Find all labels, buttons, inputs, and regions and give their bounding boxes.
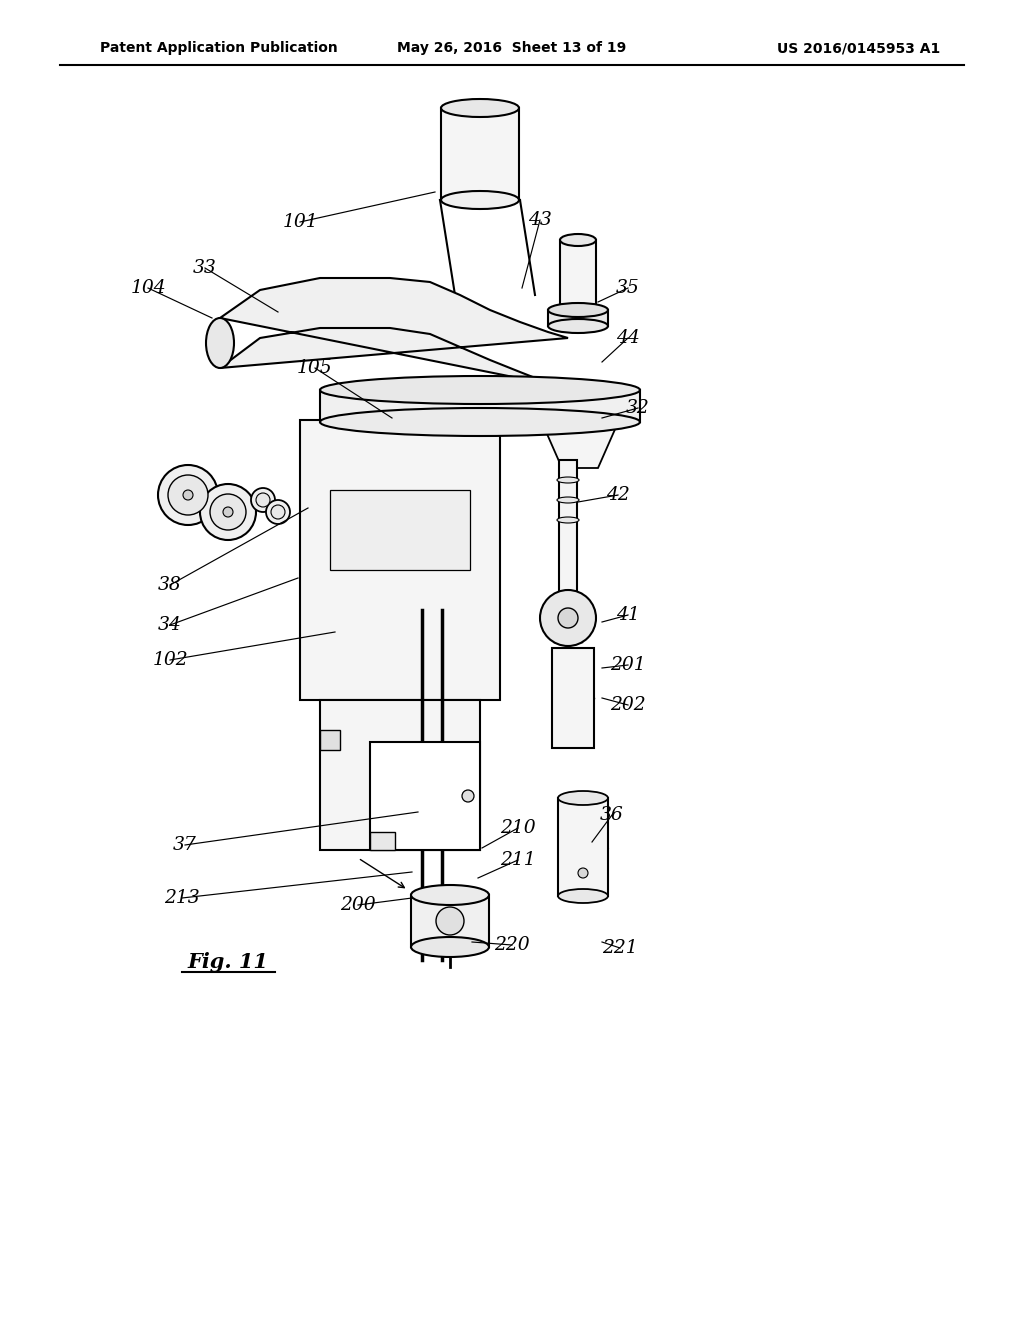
Text: 35: 35	[616, 279, 640, 297]
Text: 37: 37	[173, 836, 197, 854]
Circle shape	[266, 500, 290, 524]
Ellipse shape	[319, 408, 640, 436]
Text: 220: 220	[495, 936, 529, 954]
Ellipse shape	[560, 304, 596, 315]
Ellipse shape	[560, 234, 596, 246]
Ellipse shape	[411, 937, 489, 957]
Text: 213: 213	[164, 888, 200, 907]
Text: 38: 38	[158, 576, 182, 594]
Circle shape	[271, 506, 285, 519]
Circle shape	[540, 590, 596, 645]
Circle shape	[251, 488, 275, 512]
Ellipse shape	[557, 477, 579, 483]
Text: 41: 41	[616, 606, 640, 624]
Ellipse shape	[558, 888, 608, 903]
Polygon shape	[540, 418, 620, 469]
Circle shape	[558, 609, 578, 628]
Ellipse shape	[206, 318, 234, 368]
Text: 211: 211	[500, 851, 536, 869]
Circle shape	[256, 492, 270, 507]
Bar	[319, 389, 640, 422]
Circle shape	[210, 494, 246, 531]
Circle shape	[462, 789, 474, 803]
Bar	[552, 648, 594, 748]
Ellipse shape	[558, 791, 608, 805]
Text: Patent Application Publication: Patent Application Publication	[100, 41, 338, 55]
Circle shape	[223, 507, 233, 517]
Ellipse shape	[411, 884, 489, 906]
Circle shape	[168, 475, 208, 515]
Text: Fig. 11: Fig. 11	[187, 952, 268, 972]
Bar	[319, 730, 340, 750]
Text: 201: 201	[610, 656, 646, 675]
Text: 43: 43	[528, 211, 552, 228]
Bar	[319, 700, 480, 850]
Circle shape	[200, 484, 256, 540]
Ellipse shape	[548, 304, 608, 317]
Circle shape	[578, 869, 588, 878]
Polygon shape	[411, 895, 489, 946]
Bar	[558, 799, 608, 896]
Text: May 26, 2016  Sheet 13 of 19: May 26, 2016 Sheet 13 of 19	[397, 41, 627, 55]
Ellipse shape	[441, 191, 519, 209]
Text: 210: 210	[500, 818, 536, 837]
Ellipse shape	[548, 319, 608, 333]
Bar	[560, 240, 596, 310]
Text: 200: 200	[340, 896, 376, 913]
Bar	[330, 490, 470, 570]
Bar	[548, 310, 608, 326]
Polygon shape	[220, 279, 568, 388]
Text: 105: 105	[297, 359, 333, 378]
Bar	[559, 459, 577, 620]
Circle shape	[385, 760, 415, 789]
Circle shape	[436, 907, 464, 935]
Bar	[441, 108, 519, 201]
Text: 221: 221	[602, 939, 638, 957]
Text: 33: 33	[194, 259, 217, 277]
Text: 44: 44	[616, 329, 640, 347]
Ellipse shape	[557, 517, 579, 523]
Text: 34: 34	[158, 616, 182, 634]
Circle shape	[158, 465, 218, 525]
Text: 104: 104	[130, 279, 166, 297]
Text: 42: 42	[606, 486, 630, 504]
Bar	[300, 420, 500, 700]
Text: 202: 202	[610, 696, 646, 714]
Text: 101: 101	[283, 213, 317, 231]
Ellipse shape	[441, 99, 519, 117]
Circle shape	[183, 490, 193, 500]
Text: US 2016/0145953 A1: US 2016/0145953 A1	[777, 41, 940, 55]
Ellipse shape	[557, 498, 579, 503]
Bar	[370, 832, 395, 850]
Bar	[370, 742, 480, 850]
Text: 32: 32	[626, 399, 650, 417]
Ellipse shape	[319, 376, 640, 404]
Text: 102: 102	[153, 651, 187, 669]
Text: 36: 36	[600, 807, 624, 824]
